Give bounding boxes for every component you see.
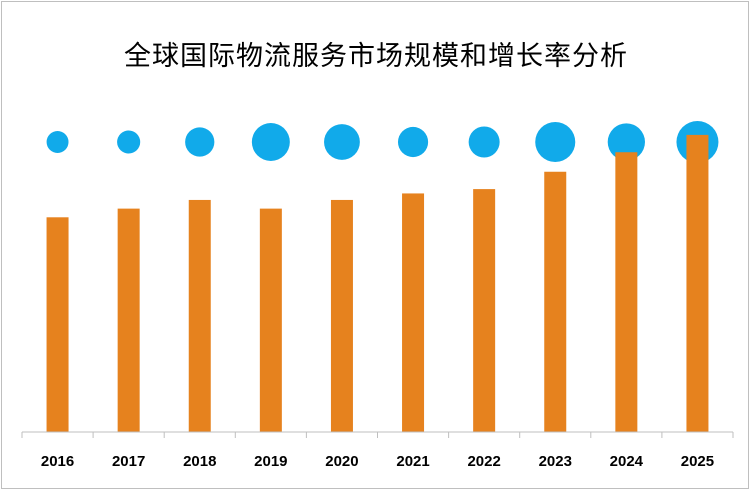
x-tick-label: 2024 <box>610 453 644 470</box>
x-tick-label: 2019 <box>254 453 287 470</box>
bar-2025 <box>686 134 709 432</box>
bar-2024 <box>615 152 638 432</box>
bar-2018 <box>188 199 211 432</box>
x-tick-label: 2021 <box>396 453 429 470</box>
bubble-2017 <box>117 130 141 154</box>
bar-2017 <box>117 208 140 432</box>
bubble-2018 <box>185 127 215 157</box>
chart-title: 全球国际物流服务市场规模和增长率分析 <box>124 41 628 72</box>
bar-2019 <box>259 208 282 432</box>
bar-2016 <box>46 217 69 432</box>
bubble-2022 <box>468 126 500 158</box>
bubble-2020 <box>324 124 360 160</box>
bar-2020 <box>330 199 353 432</box>
bar-series <box>46 134 709 432</box>
bubble-2016 <box>46 131 69 153</box>
bubble-2019 <box>251 123 290 161</box>
x-axis <box>21 431 734 438</box>
x-tick-labels: 2016 2017 2018 2019 2020 2021 2022 2023 2024 2025 <box>41 453 714 470</box>
x-tick-label: 2025 <box>681 453 714 470</box>
bubble-2024 <box>607 123 645 161</box>
bar-2022 <box>473 189 496 432</box>
bar-2021 <box>402 193 425 432</box>
x-tick-label: 2023 <box>539 453 572 470</box>
bar-2023 <box>544 171 567 432</box>
bubble-2023 <box>535 121 576 163</box>
x-tick-label: 2020 <box>325 453 358 470</box>
x-tick-label: 2022 <box>467 453 500 470</box>
bubble-2021 <box>397 126 429 158</box>
x-tick-label: 2018 <box>183 453 216 470</box>
x-tick-label: 2016 <box>41 453 74 470</box>
x-tick-label: 2017 <box>112 453 145 470</box>
bubble-series <box>46 121 719 163</box>
